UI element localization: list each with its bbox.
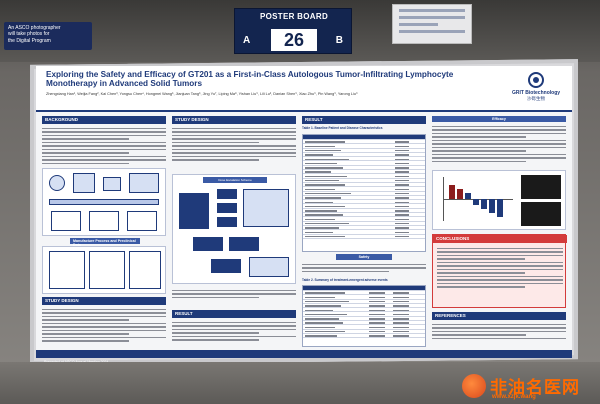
safety-label: Safety xyxy=(336,254,392,260)
references-text xyxy=(432,322,566,348)
diagram-box xyxy=(217,217,237,227)
preclinical-charts xyxy=(42,246,166,294)
floor xyxy=(0,362,600,404)
section-conclusions: CONCLUSIONS xyxy=(433,235,567,243)
efficacy-label: Efficacy xyxy=(432,116,566,122)
asco-photographer-sign: An ASCO photographer will take photos fo… xyxy=(4,22,92,50)
conclusions-box: CONCLUSIONS xyxy=(432,234,567,308)
poster-footer: Presented at ASCO Annual Meeting 2024 xyxy=(36,350,572,364)
diagram-title: Dose Escalation Scheme xyxy=(203,177,267,183)
study-endpoints-text xyxy=(172,288,296,306)
logo-cn: 沙砾生物 xyxy=(527,96,545,101)
diagram-box xyxy=(179,193,209,229)
poster-board-sign: POSTER BOARD A 26 B xyxy=(234,8,352,54)
section-background: BACKGROUND xyxy=(42,116,166,124)
diagram-box xyxy=(193,237,223,251)
asco-sign-line: An ASCO photographer xyxy=(8,25,61,31)
section-study-design-left: STUDY DESIGN xyxy=(42,297,166,305)
diagram-box xyxy=(229,237,259,251)
logo-name: GRIT Biotechnology xyxy=(511,90,561,96)
table2-title: Table 2. Summary of treatment-emergent a… xyxy=(302,278,388,282)
manufacture-label: Manufacture Process and Preclinical Data xyxy=(70,238,140,247)
baseline-table xyxy=(302,134,426,252)
watermark-text: 非油名医网 xyxy=(490,378,580,398)
poster-title: Exploring the Safety and Efficacy of GT2… xyxy=(46,70,454,89)
section-result-mid: RESULT xyxy=(172,310,296,318)
conclusions-text xyxy=(437,246,563,306)
manufacture-figure xyxy=(42,168,166,236)
safety-text xyxy=(302,262,426,278)
efficacy-charts xyxy=(432,170,566,230)
board-side-b: B xyxy=(335,35,343,46)
dose-escalation-diagram: Dose Escalation Scheme xyxy=(172,174,296,284)
diagram-note xyxy=(249,257,289,277)
poster: Exploring the Safety and Efficacy of GT2… xyxy=(36,66,572,364)
study-design-text xyxy=(42,307,166,345)
result-mid-text xyxy=(172,320,296,348)
asco-sign-line: the Digital Program xyxy=(8,37,51,44)
section-result-right: RESULT xyxy=(302,116,426,124)
company-logo: GRIT Biotechnology 沙砾生物 xyxy=(506,72,566,106)
table-title: Table 1. Baseline Patient and Disease Ch… xyxy=(302,126,383,130)
ct-scan-image xyxy=(521,202,561,226)
diagram-box xyxy=(211,259,241,273)
board-number: 26 xyxy=(271,29,317,51)
watermark: 非油名医网 www.xzjk.wang xyxy=(462,372,596,402)
asco-sign-line: will take photos for xyxy=(8,31,50,38)
background-text xyxy=(42,126,166,166)
background-poster xyxy=(392,4,472,44)
efficacy-text xyxy=(432,124,566,168)
poster-header: Exploring the Safety and Efficacy of GT2… xyxy=(36,66,572,112)
watermark-logo-icon xyxy=(462,374,486,398)
board-side-a: A xyxy=(243,35,251,46)
diagram-box xyxy=(217,203,237,213)
watermark-url: www.xzjk.wang xyxy=(492,394,536,400)
ct-scan-image xyxy=(521,175,561,199)
logo-icon xyxy=(528,72,544,88)
diagram-note xyxy=(243,189,289,227)
section-study-design-mid: STUDY DESIGN xyxy=(172,116,296,124)
adverse-events-table xyxy=(302,285,426,347)
study-design-mid-text xyxy=(172,126,296,172)
poster-authors: Zhengxiang Han¹, Weijia Fang², Kai Chen³… xyxy=(46,92,358,96)
board-title: POSTER BOARD xyxy=(259,12,329,21)
section-references: REFERENCES xyxy=(432,312,566,320)
diagram-box xyxy=(217,189,237,199)
